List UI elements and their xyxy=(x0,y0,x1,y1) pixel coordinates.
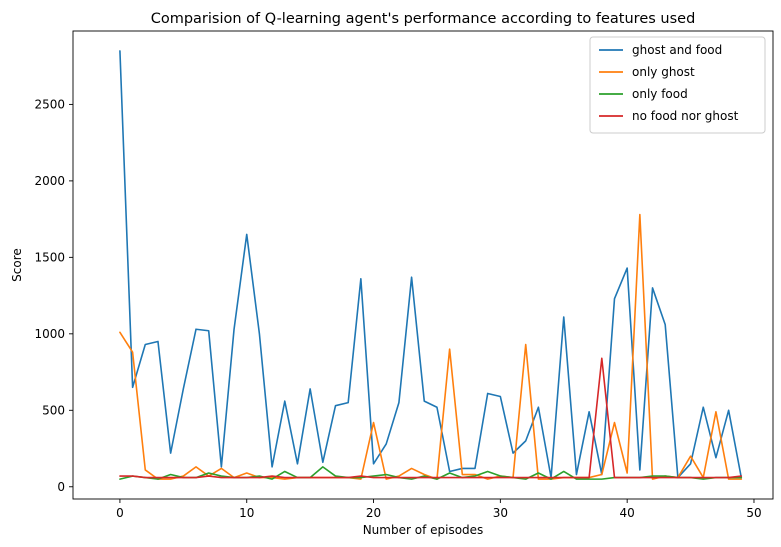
x-tick-label: 50 xyxy=(746,506,761,520)
legend-label: ghost and food xyxy=(632,43,722,57)
x-tick-label: 10 xyxy=(239,506,254,520)
x-tick-label: 40 xyxy=(620,506,635,520)
y-tick-label: 2000 xyxy=(34,174,65,188)
series-layer xyxy=(119,50,743,480)
series-line-no-food-nor-ghost xyxy=(119,357,743,479)
x-tick-label: 20 xyxy=(366,506,381,520)
y-tick-label: 2500 xyxy=(34,97,65,111)
y-tick-label: 1500 xyxy=(34,250,65,264)
series-line-ghost-and-food xyxy=(119,50,743,479)
y-tick-label: 0 xyxy=(57,480,65,494)
chart-title: Comparision of Q-learning agent's perfor… xyxy=(151,11,696,27)
y-axis-label: Score xyxy=(10,248,24,282)
legend-box xyxy=(589,36,766,134)
x-axis: 0 10 20 30 40 50 xyxy=(116,499,762,520)
x-tick-label: 0 xyxy=(116,506,124,520)
legend-label: no food nor ghost xyxy=(632,109,739,123)
y-tick-label: 1000 xyxy=(34,327,65,341)
plot-frame xyxy=(72,30,774,500)
legend-label: only food xyxy=(632,87,688,101)
y-tick-label: 500 xyxy=(42,403,65,417)
legend: ghost and food only ghost only food no food… xyxy=(589,36,766,134)
x-tick-label: 30 xyxy=(493,506,508,520)
x-axis-label: Number of episodes xyxy=(363,523,484,537)
y-axis: 0 500 1000 1500 2000 2500 xyxy=(34,97,73,494)
legend-label: only ghost xyxy=(632,65,695,79)
